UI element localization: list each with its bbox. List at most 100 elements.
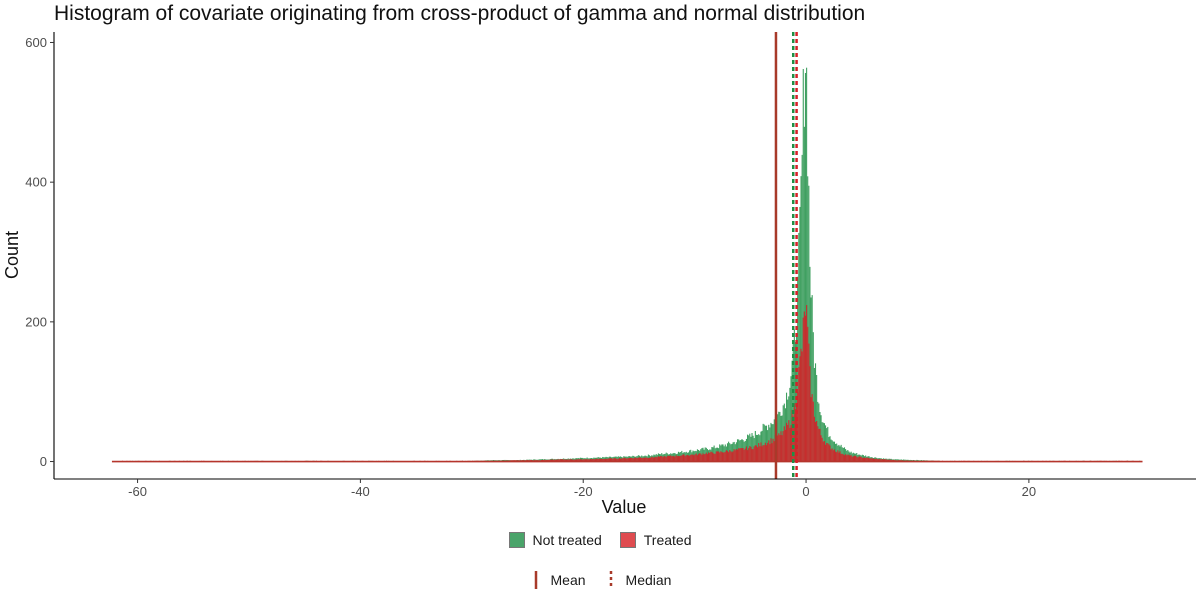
histogram-bar [747,450,748,461]
histogram-bar [718,451,719,461]
histogram-bar [663,456,664,461]
histogram-bar [689,456,690,462]
histogram-bar [722,453,723,462]
histogram-bar [709,453,710,462]
x-tick-label: -20 [574,484,593,499]
histogram-bar [690,455,691,462]
histogram-bar [665,456,666,461]
histogram-bar [720,451,721,461]
histogram-bar [824,441,825,461]
histogram-bar [763,445,764,461]
histogram-bar [777,435,778,461]
legend-item-mean: Mean [529,571,586,589]
histogram-bar [691,454,692,461]
legend-label-not-treated: Not treated [533,532,602,548]
histogram-bar [814,417,815,462]
histogram-bar [717,451,718,461]
histogram-bar [800,349,801,462]
histogram-bar [730,451,731,461]
histogram-bar [678,456,679,462]
histogram-bar [761,446,762,461]
histogram-bar [740,448,741,461]
histogram-bar [806,305,807,461]
histogram-bar [738,448,739,461]
y-tick-label: 400 [25,175,47,190]
legend-item-not-treated: Not treated [509,532,602,548]
histogram-bar [823,442,824,462]
histogram-bar [698,454,699,462]
histogram-bar [842,454,843,462]
y-axis-title: Count [2,231,22,279]
histogram-bar [817,426,818,461]
histogram-bar [741,448,742,461]
histogram-bar [787,425,788,462]
histogram-bar [854,456,855,462]
histogram-bar [682,455,683,462]
y-tick-label: 200 [25,314,47,329]
histogram-bar [743,448,744,462]
histogram-bar [677,456,678,461]
histogram-bar [704,454,705,461]
x-tick-label: 0 [802,484,809,499]
histogram-bar [695,454,696,461]
histogram-bar [679,456,680,461]
histogram-bar [821,435,822,461]
histogram-bar [706,453,707,462]
histogram-bar [769,444,770,461]
line-legend: Mean Median [0,571,1200,589]
histogram-bar [683,454,684,461]
histogram-bar [851,455,852,461]
legend-label-median: Median [626,572,672,588]
histogram-bar [768,440,769,461]
histogram-bar [782,435,783,461]
histogram-bar [770,438,771,461]
histogram-bar [733,451,734,461]
histogram-bar [721,452,722,462]
histogram-bar [705,454,706,462]
histogram-bar [803,318,804,462]
histogram-bar [711,452,712,462]
histogram-bar [724,452,725,461]
histogram-bar [789,428,790,462]
histogram-bar [799,356,800,461]
histogram-bar [756,446,757,462]
histogram-bar [845,454,846,461]
histogram-bar [836,452,837,461]
histogram-bar [694,455,695,461]
histogram-bar [658,456,659,461]
histogram-bar [749,446,750,462]
histogram-bar [784,426,785,461]
histogram-bar [739,448,740,461]
histogram-bar [727,451,728,462]
histogram-bar [764,445,765,461]
histogram-bar [672,456,673,462]
legend-label-treated: Treated [644,532,692,548]
histogram-bar [808,344,809,462]
histogram-bar [774,441,775,461]
histogram-bar [750,447,751,462]
histogram-bar [767,443,768,462]
histogram-bar [788,420,789,461]
series-treated [122,305,1134,461]
histogram-bar [670,455,671,461]
histogram-bar [712,453,713,462]
histogram-bar [737,450,738,462]
histogram-bar [831,449,832,461]
histogram-bar [692,455,693,462]
histogram-bar [760,442,761,461]
histogram-bar [701,455,702,462]
histogram-bar [728,452,729,461]
histogram-bar [798,367,799,461]
histogram-bar [844,455,845,461]
histogram-bar [676,455,677,461]
y-tick-label: 0 [40,454,47,469]
histogram-bar [837,450,838,461]
histogram-bar [838,453,839,462]
histogram-bar [745,449,746,462]
histogram-bar [816,421,817,462]
legend-item-median: Median [604,571,672,589]
histogram-bar [716,451,717,461]
x-tick-label: -60 [128,484,147,499]
histogram-bar [839,451,840,461]
